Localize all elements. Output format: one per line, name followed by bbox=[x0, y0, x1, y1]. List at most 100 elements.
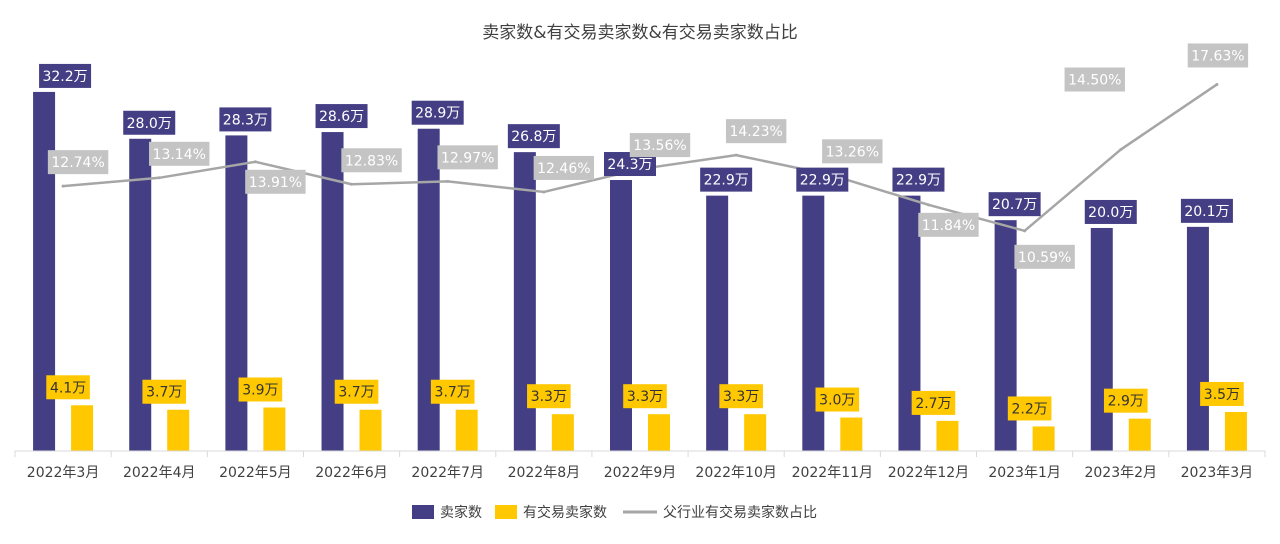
data-label-trade-ratio: 17.63% bbox=[1187, 43, 1249, 68]
data-label-trading-seller-count-text: 3.3万 bbox=[723, 389, 759, 405]
data-label-trading-seller-count-box bbox=[430, 379, 475, 404]
data-label-seller-count-text: 26.8万 bbox=[511, 129, 556, 145]
x-tick-label: 2022年3月 bbox=[27, 465, 100, 481]
data-label-trade-ratio: 12.97% bbox=[437, 145, 498, 170]
data-label-trading-seller-count-text: 3.3万 bbox=[531, 389, 567, 405]
data-label-trade-ratio-box bbox=[149, 141, 210, 166]
data-label-trading-seller-count-box bbox=[238, 377, 283, 402]
data-label-trade-ratio: 14.23% bbox=[725, 119, 787, 144]
line-point bbox=[350, 182, 354, 186]
legend-item: 卖家数 bbox=[412, 504, 482, 521]
x-tick-label: 2023年1月 bbox=[988, 465, 1061, 481]
data-label-trade-ratio-text: 14.23% bbox=[729, 124, 782, 140]
data-label-trade-ratio-box bbox=[1014, 244, 1075, 269]
data-label-trading-seller-count: 2.2万 bbox=[1007, 396, 1052, 421]
data-label-trading-seller-count: 4.1万 bbox=[46, 375, 90, 400]
data-label-seller-count-text: 22.9万 bbox=[800, 173, 845, 189]
line-point bbox=[734, 153, 738, 157]
bar-seller-count bbox=[225, 135, 248, 452]
data-label-seller-count: 32.2万 bbox=[39, 63, 92, 88]
bar-seller-count bbox=[1090, 227, 1113, 451]
bar-trading-seller-count bbox=[71, 405, 94, 451]
data-label-trading-seller-count-text: 3.7万 bbox=[338, 385, 374, 401]
data-label-trading-seller-count-text: 3.5万 bbox=[1204, 387, 1240, 403]
legend-label: 父行业有交易卖家数占比 bbox=[663, 504, 817, 521]
x-tick-label: 2022年5月 bbox=[219, 465, 292, 481]
data-label-trading-seller-count: 3.7万 bbox=[142, 379, 187, 404]
legend-swatch bbox=[412, 505, 434, 519]
bar-seller-count bbox=[129, 138, 152, 451]
line-point bbox=[542, 190, 546, 194]
data-label-trade-ratio: 13.56% bbox=[629, 133, 691, 158]
data-label-trading-seller-count-box bbox=[719, 384, 763, 409]
data-label-seller-count: 28.0万 bbox=[123, 110, 176, 135]
data-label-trade-ratio-box bbox=[1187, 43, 1249, 68]
data-labels-layer: 32.2万 28.0万 28.3万 28.6万 28.9万 26.8万 24.3万 22.9万… bbox=[39, 43, 1249, 421]
data-label-trading-seller-count-text: 2.9万 bbox=[1108, 394, 1144, 410]
data-label-seller-count: 20.7万 bbox=[988, 192, 1041, 217]
data-label-seller-count-text: 32.2万 bbox=[42, 69, 87, 85]
data-label-trading-seller-count-text: 3.3万 bbox=[627, 389, 663, 405]
legend: 卖家数 有交易卖家数 父行业有交易卖家数占比 bbox=[412, 504, 817, 521]
data-label-trading-seller-count-text: 3.7万 bbox=[435, 385, 471, 401]
data-label-trade-ratio: 10.59% bbox=[1014, 244, 1075, 269]
data-label-trade-ratio-text: 12.46% bbox=[537, 161, 590, 177]
data-label-seller-count: 22.9万 bbox=[892, 167, 945, 192]
bar-trading-seller-count bbox=[1032, 426, 1055, 451]
data-label-trade-ratio-box bbox=[533, 155, 595, 180]
data-label-trading-seller-count: 3.9万 bbox=[238, 377, 283, 402]
data-label-seller-count-box bbox=[411, 100, 464, 125]
data-label-trade-ratio-box bbox=[245, 169, 306, 194]
data-label-seller-count-text: 22.9万 bbox=[704, 173, 749, 189]
data-label-seller-count: 22.9万 bbox=[700, 167, 753, 192]
data-label-trade-ratio-text: 14.50% bbox=[1068, 73, 1121, 89]
x-axis: 2022年3月 2022年4月 2022年5月 2022年6月 2022年7月 2022年… bbox=[14, 450, 1266, 481]
data-label-trade-ratio-text: 12.74% bbox=[51, 155, 104, 171]
line-point bbox=[157, 176, 161, 180]
data-label-seller-count: 20.1万 bbox=[1180, 198, 1233, 223]
data-label-trade-ratio-box bbox=[918, 212, 979, 237]
x-tick-label: 2022年8月 bbox=[508, 465, 581, 481]
legend-item: 父行业有交易卖家数占比 bbox=[623, 504, 817, 521]
bar-seller-count bbox=[1186, 226, 1209, 451]
data-label-trade-ratio: 11.84% bbox=[918, 212, 979, 237]
bar-seller-count bbox=[321, 132, 344, 452]
bar-trading-seller-count bbox=[1224, 411, 1247, 451]
data-label-trading-seller-count-text: 3.9万 bbox=[242, 383, 278, 399]
data-label-seller-count: 24.3万 bbox=[604, 152, 656, 177]
x-tick-label: 2023年2月 bbox=[1084, 465, 1157, 481]
data-label-trading-seller-count-box bbox=[1200, 381, 1244, 406]
data-label-seller-count-box bbox=[507, 124, 560, 149]
data-label-seller-count-text: 20.1万 bbox=[1184, 204, 1229, 220]
x-tick-label: 2022年9月 bbox=[604, 465, 677, 481]
line-point bbox=[1119, 148, 1123, 152]
data-label-seller-count-box bbox=[39, 63, 92, 88]
data-label-seller-count-box bbox=[1180, 198, 1233, 223]
data-label-seller-count-box bbox=[219, 107, 272, 132]
bar-seller-count bbox=[994, 220, 1017, 451]
data-label-trading-seller-count-box bbox=[334, 379, 379, 404]
data-label-seller-count-box bbox=[700, 167, 753, 192]
bar-seller-count bbox=[898, 195, 921, 451]
data-label-seller-count-text: 28.9万 bbox=[415, 106, 460, 122]
data-label-seller-count-box bbox=[315, 104, 368, 129]
data-label-trading-seller-count: 3.3万 bbox=[623, 384, 667, 409]
data-label-trade-ratio-box bbox=[437, 145, 498, 170]
x-tick-label: 2022年11月 bbox=[792, 465, 873, 481]
data-label-seller-count-text: 28.6万 bbox=[319, 109, 364, 125]
x-tick-label: 2022年7月 bbox=[411, 465, 484, 481]
bar-trading-seller-count bbox=[744, 414, 767, 451]
data-label-trade-ratio-box bbox=[725, 119, 787, 144]
data-label-seller-count: 22.9万 bbox=[796, 167, 849, 192]
x-tick-label: 2022年6月 bbox=[315, 465, 388, 481]
bars-layer bbox=[33, 91, 1247, 452]
data-label-seller-count-text: 24.3万 bbox=[607, 157, 652, 173]
data-label-trading-seller-count: 3.0万 bbox=[815, 387, 860, 412]
data-label-trade-ratio: 12.83% bbox=[341, 148, 402, 173]
data-label-trade-ratio-box bbox=[822, 139, 883, 164]
line-point bbox=[1023, 229, 1027, 233]
data-label-trading-seller-count: 3.3万 bbox=[719, 384, 763, 409]
data-label-seller-count-text: 28.3万 bbox=[223, 112, 268, 128]
data-label-seller-count-text: 20.0万 bbox=[1088, 205, 1133, 221]
